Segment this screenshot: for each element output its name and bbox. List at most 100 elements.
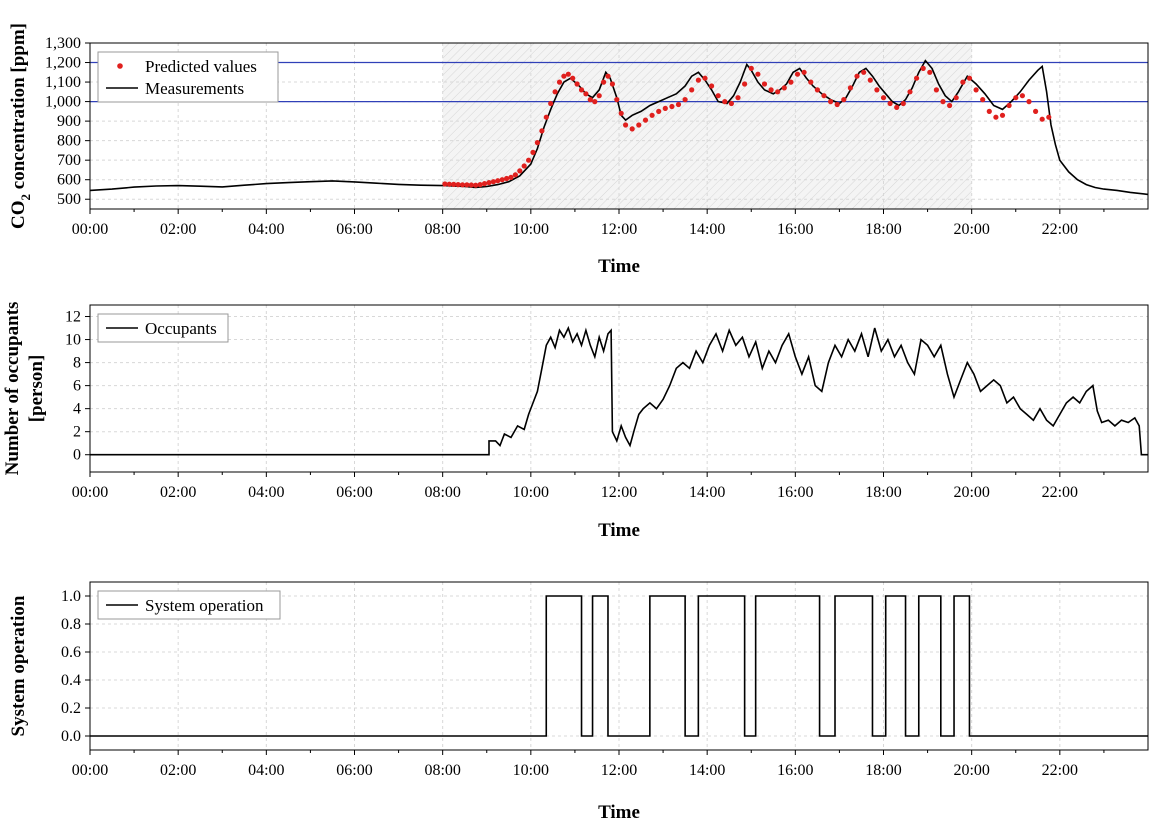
- y-tick-label: 700: [57, 152, 81, 169]
- x-tick-label: 14:00: [689, 762, 725, 779]
- predicted-point: [1006, 102, 1012, 109]
- y-tick-label: 4: [73, 401, 81, 418]
- predicted-point: [940, 99, 946, 105]
- predicted-point: [999, 112, 1006, 118]
- series-line-occupants: [90, 325, 1148, 456]
- x-tick-label: 02:00: [160, 484, 196, 501]
- x-tick-label: 00:00: [72, 221, 108, 238]
- x-tick-label: 08:00: [424, 762, 460, 779]
- predicted-point: [534, 140, 541, 146]
- predicted-point: [565, 71, 571, 77]
- x-tick-label: 12:00: [601, 484, 637, 501]
- x-tick-label: 12:00: [601, 762, 637, 779]
- x-tick-label: 16:00: [777, 762, 813, 779]
- y-tick-label: 10: [65, 332, 81, 349]
- y-tick-label: 0.4: [61, 672, 81, 689]
- predicted-point: [854, 73, 860, 79]
- y-axis-title-line1: Number of occupants: [2, 302, 23, 476]
- predicted-point: [887, 100, 893, 107]
- predicted-point: [973, 87, 979, 93]
- predicted-point: [914, 75, 920, 81]
- predicted-point: [794, 71, 801, 77]
- predicted-point: [874, 87, 880, 93]
- y-tick-label: 6: [73, 378, 81, 395]
- x-tick-label: 22:00: [1042, 221, 1078, 238]
- y-tick-label: 1,000: [45, 94, 81, 111]
- predicted-point: [847, 85, 854, 91]
- predicted-point: [709, 83, 715, 89]
- predicted-point: [722, 99, 728, 105]
- predicted-point: [960, 79, 966, 85]
- predicted-point: [1026, 99, 1032, 105]
- predicted-point: [629, 126, 635, 132]
- predicted-point: [920, 65, 926, 71]
- predicted-point: [861, 69, 867, 75]
- y-tick-label: 0.0: [61, 728, 81, 745]
- plot-frame: [89, 581, 1149, 751]
- y-axis-title: System operation: [8, 595, 29, 736]
- predicted-point: [894, 104, 900, 110]
- predicted-point: [768, 87, 774, 93]
- predicted-point: [880, 95, 887, 101]
- predicted-point: [609, 81, 616, 87]
- legend-label: System operation: [145, 596, 264, 615]
- y-tick-label: 12: [65, 309, 81, 326]
- y-tick-label: 0: [73, 447, 81, 464]
- chart-panel-2: 00:00 02:00 04:00 06:00 08:00 10:00 12:00 14:00…: [2, 302, 1149, 541]
- predicted-point: [689, 87, 695, 93]
- predicted-point: [1046, 114, 1052, 120]
- predicted-point: [517, 168, 523, 174]
- predicted-point: [446, 181, 452, 187]
- legend-label: Occupants: [145, 319, 217, 338]
- x-tick-label: 22:00: [1042, 484, 1078, 501]
- predicted-point: [570, 75, 576, 81]
- predicted-point: [623, 122, 629, 128]
- predicted-point: [614, 97, 620, 103]
- y-tick-label: 600: [57, 172, 81, 189]
- predicted-point: [781, 85, 787, 91]
- legend: Predicted values Measurements: [97, 51, 279, 103]
- predicted-point: [814, 87, 821, 93]
- predicted-point: [715, 93, 721, 99]
- x-tick-label: 14:00: [689, 484, 725, 501]
- predicted-point: [556, 79, 563, 85]
- x-tick-label: 06:00: [336, 221, 372, 238]
- predicted-point: [1013, 95, 1019, 101]
- chart-panel-1: 00:00 02:00 04:00 06:00 08:00 10:00 12:00 14:00…: [8, 23, 1149, 277]
- y-tick-label: 800: [57, 133, 81, 150]
- x-tick-label: 14:00: [689, 221, 725, 238]
- predicted-point: [618, 110, 624, 116]
- predicted-point: [867, 77, 873, 83]
- plot-frame: [89, 304, 1149, 473]
- predicted-point: [702, 75, 708, 81]
- x-tick-label: 10:00: [513, 762, 549, 779]
- y-tick-label: 8: [73, 355, 81, 372]
- predicted-point: [508, 174, 514, 180]
- predicted-point: [468, 182, 474, 188]
- predicted-point: [543, 114, 549, 120]
- x-axis-title: Time: [598, 520, 640, 541]
- plot-frame: [89, 42, 1149, 210]
- x-tick-label: 16:00: [777, 221, 813, 238]
- legend-label: Predicted values: [145, 57, 257, 76]
- predicted-point: [775, 89, 781, 95]
- predicted-point: [526, 157, 532, 163]
- predicted-point: [605, 73, 611, 79]
- predicted-point: [459, 182, 466, 188]
- series-step-system-operation: [90, 595, 1148, 737]
- predicted-point: [662, 105, 668, 111]
- predicted-point: [907, 89, 913, 95]
- y-axis-title: CO2 concentration [ppm]: [8, 23, 33, 229]
- x-tick-label: 22:00: [1042, 762, 1078, 779]
- predicted-point: [601, 79, 607, 85]
- predicted-point: [451, 181, 457, 187]
- x-tick-label: 18:00: [865, 762, 901, 779]
- predicted-point: [477, 182, 483, 188]
- predicted-point: [578, 87, 585, 93]
- x-tick-label: 10:00: [513, 484, 549, 501]
- y-tick-label: 0.2: [61, 700, 81, 717]
- legend-marker: [117, 63, 123, 69]
- legend-box: [97, 51, 279, 103]
- x-tick-label: 20:00: [953, 484, 989, 501]
